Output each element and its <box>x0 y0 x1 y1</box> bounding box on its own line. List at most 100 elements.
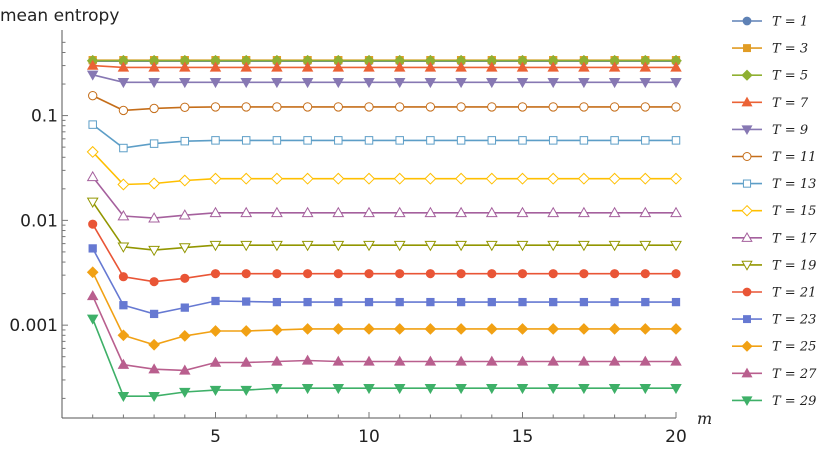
data-point <box>332 355 345 366</box>
data-point <box>117 61 130 72</box>
data-point <box>426 136 435 145</box>
legend-swatch-marker <box>741 340 753 352</box>
data-point <box>272 102 282 112</box>
data-point <box>241 136 251 145</box>
data-point <box>211 136 220 145</box>
data-point <box>117 329 130 342</box>
series-line <box>92 201 676 251</box>
data-point <box>363 172 375 185</box>
data-point <box>640 102 650 112</box>
data-point <box>301 240 314 252</box>
data-point <box>363 78 375 89</box>
legend-label: T = 5 <box>772 69 808 84</box>
data-point <box>610 136 619 145</box>
data-point <box>516 323 529 335</box>
data-point <box>393 384 406 395</box>
data-point <box>516 61 529 72</box>
data-point <box>425 102 436 112</box>
data-point <box>271 61 283 72</box>
data-point <box>118 272 128 282</box>
data-point <box>485 240 498 252</box>
data-point <box>579 269 589 279</box>
data-point <box>487 297 496 307</box>
data-point <box>516 78 529 89</box>
data-point <box>210 102 221 112</box>
data-point <box>547 384 559 395</box>
data-point <box>180 136 190 146</box>
data-point <box>641 136 650 145</box>
data-point <box>332 78 345 89</box>
data-point <box>210 269 221 279</box>
data-point <box>333 269 343 279</box>
data-point <box>148 338 160 351</box>
data-point <box>148 245 161 257</box>
data-point <box>118 105 129 116</box>
series-6 <box>88 90 681 116</box>
series-12 <box>88 244 681 319</box>
data-point <box>364 136 374 145</box>
data-point <box>577 172 590 185</box>
data-point <box>88 244 97 253</box>
data-point <box>671 136 681 145</box>
data-point <box>363 355 375 366</box>
legend-item: T = 19 <box>732 258 816 273</box>
data-point <box>639 323 652 335</box>
series-14 <box>86 290 682 375</box>
series-11 <box>88 219 681 287</box>
data-point <box>270 172 283 185</box>
data-point <box>148 78 160 89</box>
data-point <box>179 78 191 89</box>
data-point <box>516 384 529 395</box>
data-point <box>639 384 652 395</box>
data-point <box>393 206 406 218</box>
data-point <box>88 219 98 229</box>
data-point <box>455 384 467 395</box>
data-point <box>180 303 189 312</box>
data-point <box>272 297 282 307</box>
data-point <box>639 206 652 218</box>
data-point <box>148 61 160 72</box>
data-point <box>549 297 558 307</box>
legend-item: T = 5 <box>732 69 808 84</box>
data-point <box>148 363 160 374</box>
data-point <box>455 78 467 89</box>
legend-label: T = 29 <box>772 394 816 409</box>
data-point <box>180 273 190 283</box>
data-point <box>209 325 222 337</box>
series-line <box>92 94 676 112</box>
legend-swatch-marker <box>741 96 753 107</box>
data-point <box>518 136 527 145</box>
data-point <box>117 209 130 221</box>
data-point <box>516 355 529 366</box>
data-point <box>425 269 435 279</box>
data-point <box>393 61 406 72</box>
y-tick-label: 0.01 <box>20 211 58 231</box>
legend-item: T = 1 <box>732 15 808 30</box>
x-tick-label: 10 <box>358 427 380 447</box>
data-point <box>639 240 652 252</box>
data-point <box>240 385 252 396</box>
data-point <box>117 78 130 89</box>
data-point <box>117 178 130 191</box>
data-point <box>209 78 222 89</box>
data-point <box>393 78 406 89</box>
data-point <box>608 355 621 366</box>
x-tick-label: 20 <box>665 427 687 447</box>
legend-label: T = 17 <box>772 231 817 246</box>
data-point <box>578 78 590 89</box>
data-point <box>516 206 529 218</box>
data-point <box>485 172 498 185</box>
data-point <box>486 355 498 366</box>
data-point <box>86 197 99 208</box>
data-point <box>547 240 560 252</box>
legend-item: T = 15 <box>732 204 816 219</box>
data-point <box>485 206 498 218</box>
data-point <box>363 384 375 395</box>
data-point <box>487 269 497 279</box>
data-point <box>608 172 621 185</box>
data-point <box>179 387 191 398</box>
data-point <box>516 240 529 252</box>
data-point <box>271 324 283 336</box>
legend-swatch-marker <box>741 260 753 271</box>
data-point <box>485 323 498 335</box>
